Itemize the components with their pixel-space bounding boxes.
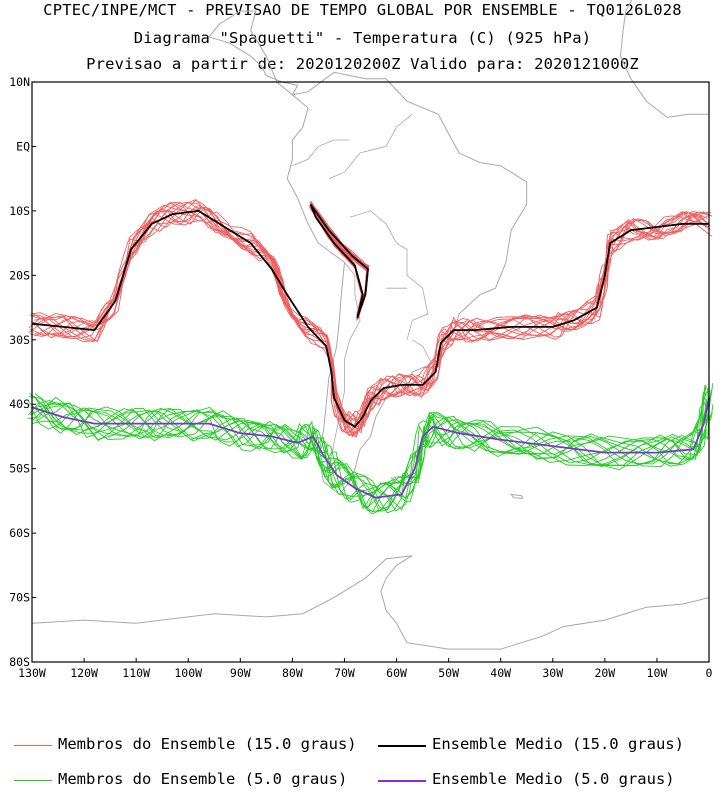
land-outlines <box>31 0 710 650</box>
legend-swatch-member-5 <box>14 780 52 781</box>
land-outline <box>31 555 710 650</box>
member-line-5 <box>32 386 707 497</box>
x-tick-label: 110W <box>122 666 150 680</box>
country-border <box>292 139 350 167</box>
y-tick-label: 10S <box>9 204 30 218</box>
legend-label-member-5: Membros do Ensemble (5.0 graus) <box>58 770 348 788</box>
x-tick-label: 70W <box>334 666 355 680</box>
country-border <box>411 339 434 366</box>
land-outline <box>208 10 299 96</box>
plot-frame <box>31 81 710 663</box>
y-tick-label: 80S <box>9 655 30 669</box>
country-border <box>349 210 429 340</box>
chart-title-line-1: CPTEC/INPE/MCT - PREVISAO DE TEMPO GLOBA… <box>43 1 682 19</box>
country-border <box>328 262 361 469</box>
legend-swatch-mean-5 <box>378 780 426 782</box>
land-outline <box>619 0 709 118</box>
member-line-5 <box>27 389 710 503</box>
chart-title-line-3: Previsao a partir de: 2020120200Z Valido… <box>86 55 639 73</box>
legend-swatch-member-15 <box>14 745 52 746</box>
legend-label-mean-5: Ensemble Medio (5.0 graus) <box>432 770 675 788</box>
member-line-5 <box>30 384 707 511</box>
member-line-5 <box>35 397 714 512</box>
member-line-5 <box>32 402 708 514</box>
x-tick-label: 30W <box>542 666 563 680</box>
x-tick-label: 90W <box>230 666 251 680</box>
member-line-15 <box>28 208 711 433</box>
member-line-5 <box>29 392 708 515</box>
x-tick-label: 100W <box>174 666 202 680</box>
member-line-5 <box>27 387 709 512</box>
member-line-15 <box>31 207 712 437</box>
x-tick-label: 20W <box>594 666 615 680</box>
x-tick-label: 50W <box>438 666 459 680</box>
ensemble-means <box>31 203 710 499</box>
legend-label-member-15: Membros do Ensemble (15.0 graus) <box>58 735 357 753</box>
legend-swatch-mean-15 <box>378 745 426 747</box>
member-line-15 <box>29 201 707 424</box>
x-tick-label: 40W <box>490 666 511 680</box>
y-tick-label: 60S <box>9 526 30 540</box>
ensemble-members-5 <box>27 383 714 515</box>
legend-label-mean-15: Ensemble Medio (15.0 graus) <box>432 735 684 753</box>
land-outline <box>509 493 524 499</box>
x-tick-label: 120W <box>70 666 98 680</box>
member-line-5 <box>29 383 714 509</box>
axes: 130W 120W 110W 100W 90W 80W 70W 60W 50W 40W 30W 20W… <box>9 75 712 680</box>
y-tick-label: 20S <box>9 268 30 282</box>
member-line-5 <box>35 402 714 511</box>
mean-line-15 <box>309 203 369 319</box>
member-line-5 <box>34 385 706 513</box>
member-line-15 <box>33 203 708 434</box>
country-border <box>328 113 413 180</box>
x-tick-label: 0 <box>706 666 713 680</box>
y-tick-label: 10N <box>9 75 30 89</box>
chart-title-line-2: Diagrama "Spaguetti" - Temperatura (C) (… <box>133 29 592 47</box>
y-tick-label: 30S <box>9 333 30 347</box>
x-tick-label: 130W <box>18 666 46 680</box>
x-tick-label: 60W <box>386 666 407 680</box>
y-tick-label: 70S <box>9 591 30 605</box>
y-tick-label: 40S <box>9 397 30 411</box>
x-tick-label: 80W <box>282 666 303 680</box>
land-outline <box>286 71 528 496</box>
mean-line-15 <box>31 210 709 428</box>
mean-line-5 <box>31 397 710 499</box>
x-tick-label: 10W <box>647 666 668 680</box>
member-line-15 <box>33 204 710 437</box>
land-outline <box>390 474 411 485</box>
y-tick-label: 50S <box>9 462 30 476</box>
y-tick-label: EQ <box>16 139 30 153</box>
